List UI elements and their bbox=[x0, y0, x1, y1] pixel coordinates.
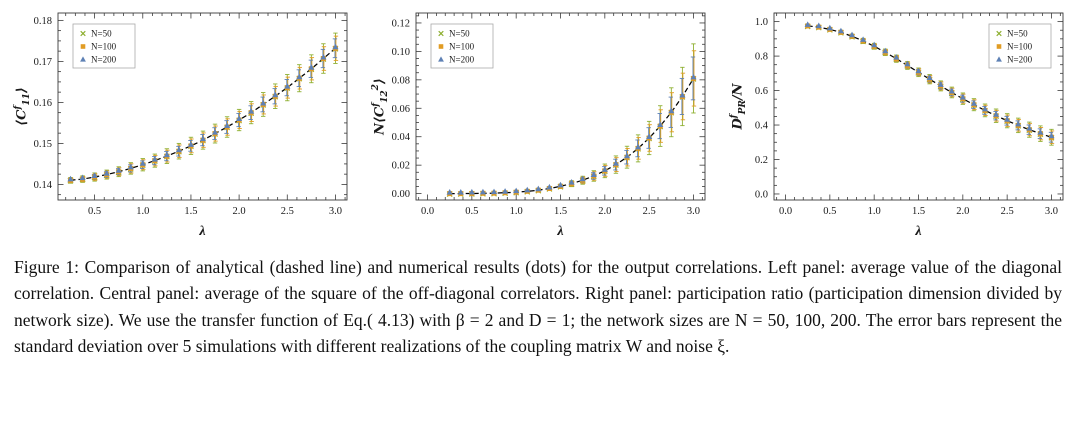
legend-entry-label: N=200 bbox=[449, 55, 475, 65]
error-bars bbox=[491, 43, 697, 194]
scatter-markers bbox=[446, 73, 697, 198]
svg-text:0.15: 0.15 bbox=[34, 139, 52, 150]
svg-text:0.10: 0.10 bbox=[392, 47, 410, 58]
svg-text:0.16: 0.16 bbox=[34, 98, 52, 109]
svg-text:0.0: 0.0 bbox=[755, 189, 768, 200]
axis-ticks bbox=[774, 12, 1063, 200]
svg-text:2.5: 2.5 bbox=[643, 206, 656, 217]
legend-entry-label: N=100 bbox=[449, 42, 475, 52]
axis-ticks bbox=[58, 13, 347, 200]
chart-svg: 0.5 1.0 1.5 2.0 2.5 3.0 0.14 0.15 0.16 0.17 0.18 N=… bbox=[34, 12, 348, 239]
x-axis-label: λ bbox=[198, 224, 205, 239]
svg-text:0.8: 0.8 bbox=[755, 52, 768, 63]
svg-text:0.5: 0.5 bbox=[465, 206, 478, 217]
svg-text:0.2: 0.2 bbox=[755, 155, 768, 166]
axis-tick-labels: 0.5 1.0 1.5 2.0 2.5 3.0 0.14 0.15 0.16 0.17 0.18 bbox=[34, 16, 342, 217]
svg-text:3.0: 3.0 bbox=[1045, 206, 1058, 217]
svg-text:0.00: 0.00 bbox=[392, 189, 410, 200]
svg-text:1.5: 1.5 bbox=[912, 206, 925, 217]
svg-text:0.0: 0.0 bbox=[421, 206, 434, 217]
svg-text:1.0: 1.0 bbox=[868, 206, 881, 217]
chart-panel-participation-ratio: 0.0 0.5 1.0 1.5 2.0 2.5 3.0 0.0 0.2 0.4 0.6 0.8 1.0 N… bbox=[722, 6, 1072, 242]
svg-text:0.08: 0.08 bbox=[392, 75, 410, 86]
svg-text:2.0: 2.0 bbox=[598, 206, 611, 217]
svg-text:0.0: 0.0 bbox=[779, 206, 792, 217]
svg-text:3.0: 3.0 bbox=[329, 206, 342, 217]
chart-panel-diagonal-correlation: 0.5 1.0 1.5 2.0 2.5 3.0 0.14 0.15 0.16 0.17 0.18 N=… bbox=[6, 6, 356, 242]
legend-entry-label: N=100 bbox=[91, 42, 117, 52]
analytical-dashed-line bbox=[807, 25, 1052, 138]
scatter-markers bbox=[67, 43, 339, 184]
chart-legend: N=50 N=100 N=200 bbox=[72, 23, 136, 69]
svg-text:0.12: 0.12 bbox=[392, 18, 410, 29]
figure-caption: Figure 1: Comparison of analytical (dash… bbox=[14, 257, 1062, 356]
svg-text:0.18: 0.18 bbox=[34, 16, 52, 27]
svg-text:2.5: 2.5 bbox=[281, 206, 294, 217]
plot-frame bbox=[57, 12, 348, 201]
svg-text:0.14: 0.14 bbox=[34, 180, 53, 191]
svg-text:3.0: 3.0 bbox=[687, 206, 700, 217]
legend-entry-label: N=50 bbox=[1007, 29, 1028, 39]
x-axis-label: λ bbox=[556, 224, 563, 239]
chart-legend: N=50 N=100 N=200 bbox=[988, 23, 1052, 69]
svg-text:1.5: 1.5 bbox=[554, 206, 567, 217]
svg-text:0.4: 0.4 bbox=[755, 121, 769, 132]
legend-entry-label: N=200 bbox=[1007, 55, 1033, 65]
x-axis-label: λ bbox=[914, 224, 921, 239]
chart-svg: 0.0 0.5 1.0 1.5 2.0 2.5 3.0 0.00 0.02 0.04 0.06 0.0… bbox=[392, 12, 706, 239]
legend-entry-label: N=100 bbox=[1007, 42, 1033, 52]
svg-text:0.06: 0.06 bbox=[392, 104, 410, 115]
svg-text:0.02: 0.02 bbox=[392, 161, 410, 172]
svg-text:1.5: 1.5 bbox=[184, 206, 197, 217]
legend-entry-label: N=200 bbox=[91, 55, 117, 65]
y-axis-label: N⟨Cf122⟩ bbox=[371, 78, 390, 135]
svg-text:1.0: 1.0 bbox=[755, 17, 768, 28]
svg-text:0.5: 0.5 bbox=[88, 206, 101, 217]
svg-text:0.6: 0.6 bbox=[755, 86, 768, 97]
legend-entry-label: N=50 bbox=[91, 29, 112, 39]
legend-entry-label: N=50 bbox=[449, 29, 470, 39]
charts-row: 0.5 1.0 1.5 2.0 2.5 3.0 0.14 0.15 0.16 0.17 0.18 N=… bbox=[6, 6, 1072, 242]
svg-text:1.0: 1.0 bbox=[510, 206, 523, 217]
y-axis-label: ⟨Cf11⟩ bbox=[13, 87, 32, 126]
y-axis-label: DfPR/N bbox=[729, 83, 748, 130]
svg-text:0.5: 0.5 bbox=[823, 206, 836, 217]
axis-ticks bbox=[416, 13, 705, 200]
chart-svg: 0.0 0.5 1.0 1.5 2.0 2.5 3.0 0.0 0.2 0.4 0.6 0.8 1.0 N… bbox=[755, 12, 1064, 239]
chart-legend: N=50 N=100 N=200 bbox=[430, 23, 494, 69]
svg-text:2.0: 2.0 bbox=[233, 206, 246, 217]
scatter-markers bbox=[804, 21, 1055, 141]
axis-tick-labels: 0.0 0.5 1.0 1.5 2.0 2.5 3.0 0.00 0.02 0.04 0.06 0.0… bbox=[392, 18, 700, 217]
svg-text:2.5: 2.5 bbox=[1001, 206, 1014, 217]
svg-text:0.17: 0.17 bbox=[34, 57, 52, 68]
analytical-dashed-line bbox=[449, 78, 695, 195]
svg-text:1.0: 1.0 bbox=[136, 206, 149, 217]
chart-panel-offdiagonal-correlation: 0.0 0.5 1.0 1.5 2.0 2.5 3.0 0.00 0.02 0.04 0.06 0.0… bbox=[364, 6, 714, 242]
svg-text:2.0: 2.0 bbox=[956, 206, 969, 217]
axis-tick-labels: 0.0 0.5 1.0 1.5 2.0 2.5 3.0 0.0 0.2 0.4 0.6 0.8 1.0 bbox=[755, 17, 1058, 217]
svg-text:0.04: 0.04 bbox=[392, 132, 411, 143]
